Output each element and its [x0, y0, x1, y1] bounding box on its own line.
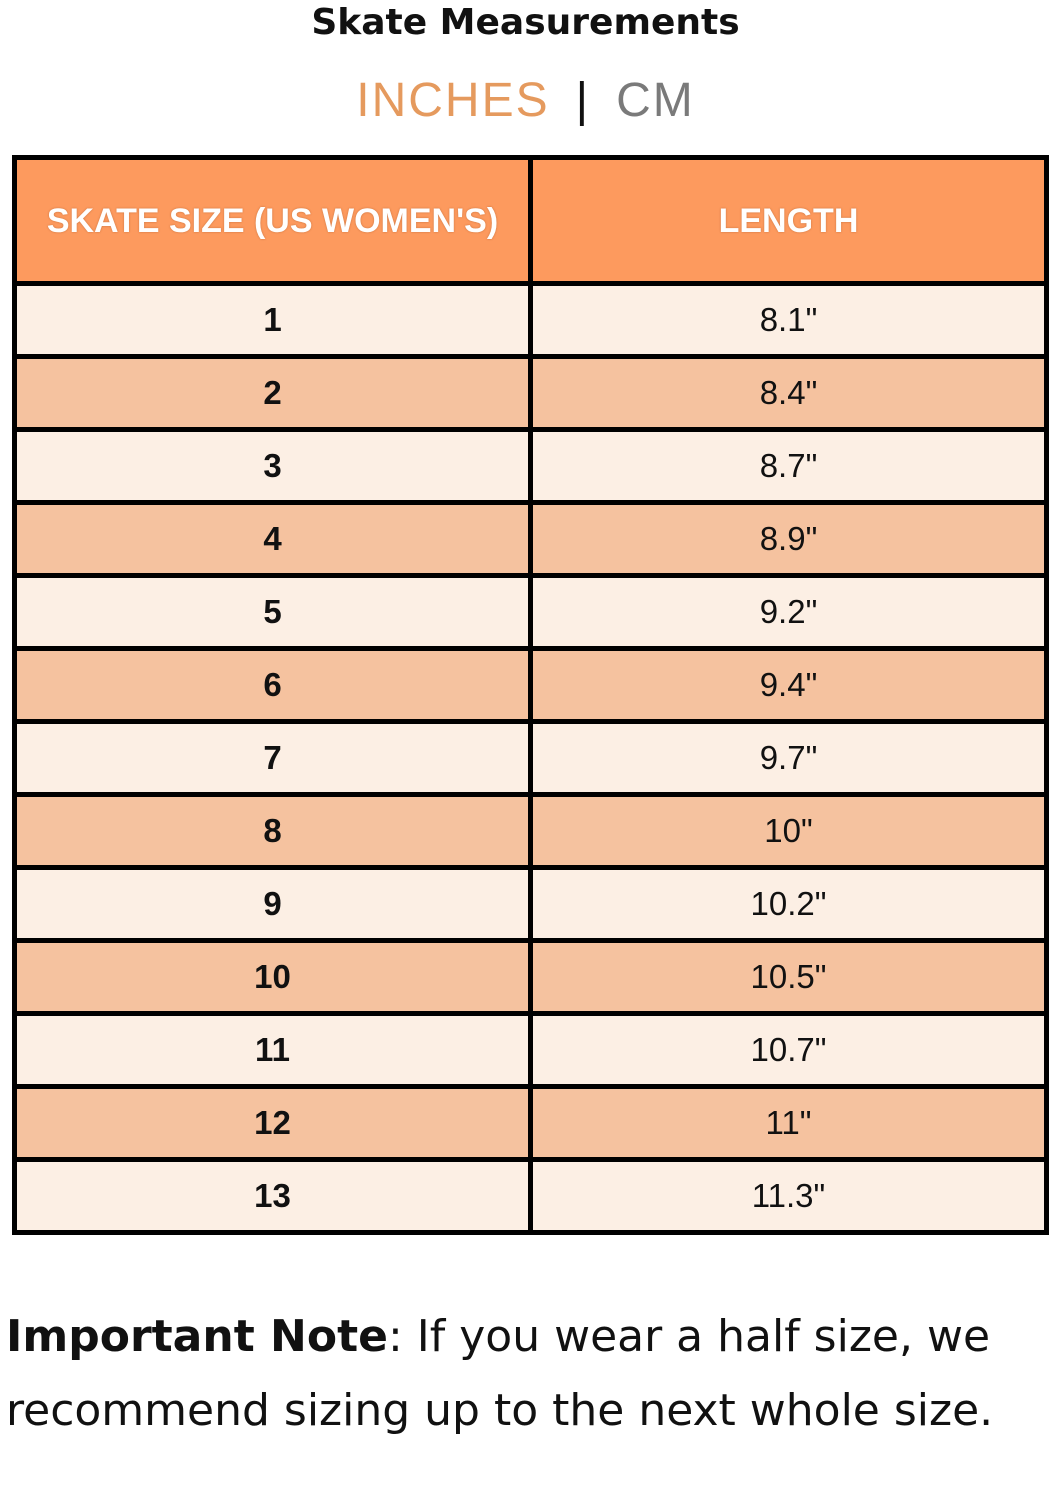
size-cell: 8 [12, 792, 533, 870]
table-row: 11 10.7" [12, 1011, 1049, 1089]
length-cell: 9.2" [528, 573, 1049, 651]
note-text: : If you wear a half size, we recommend … [6, 1311, 994, 1436]
size-cell: 11 [12, 1011, 533, 1089]
note-label: Important Note [6, 1311, 388, 1362]
size-cell: 2 [12, 354, 533, 432]
size-cell: 1 [12, 281, 533, 359]
size-cell: 13 [12, 1157, 533, 1235]
table-row: 10 10.5" [12, 938, 1049, 1016]
size-cell: 9 [12, 865, 533, 943]
length-cell: 10" [528, 792, 1049, 870]
unit-inches[interactable]: INCHES [356, 74, 550, 127]
length-cell: 10.2" [528, 865, 1049, 943]
table-row: 1 8.1" [12, 281, 1049, 359]
size-cell: 12 [12, 1084, 533, 1162]
header-length: LENGTH [528, 155, 1049, 286]
unit-toggle: INCHES | CM [0, 72, 1051, 130]
important-note: Important Note: If you wear a half size,… [6, 1300, 1006, 1448]
size-cell: 7 [12, 719, 533, 797]
table-row: 9 10.2" [12, 865, 1049, 943]
size-table: SKATE SIZE (US WOMEN'S) LENGTH 1 8.1" 2 8.4… [12, 155, 1049, 1235]
length-cell: 8.4" [528, 354, 1049, 432]
table-row: 3 8.7" [12, 427, 1049, 505]
length-cell: 8.9" [528, 500, 1049, 578]
table-row: 12 11" [12, 1084, 1049, 1162]
length-cell: 11" [528, 1084, 1049, 1162]
size-cell: 3 [12, 427, 533, 505]
size-cell: 4 [12, 500, 533, 578]
size-cell: 6 [12, 646, 533, 724]
header-skate-size: SKATE SIZE (US WOMEN'S) [12, 155, 533, 286]
table-row: 2 8.4" [12, 354, 1049, 432]
size-cell: 5 [12, 573, 533, 651]
length-cell: 8.7" [528, 427, 1049, 505]
table-row: 5 9.2" [12, 573, 1049, 651]
header-row: SKATE SIZE (US WOMEN'S) LENGTH [12, 155, 1049, 286]
unit-cm[interactable]: CM [616, 74, 695, 127]
table-row: 7 9.7" [12, 719, 1049, 797]
table-row: 13 11.3" [12, 1157, 1049, 1235]
length-cell: 8.1" [528, 281, 1049, 359]
length-cell: 10.5" [528, 938, 1049, 1016]
table-row: 8 10" [12, 792, 1049, 870]
length-cell: 9.4" [528, 646, 1049, 724]
length-cell: 9.7" [528, 719, 1049, 797]
length-cell: 10.7" [528, 1011, 1049, 1089]
length-cell: 11.3" [528, 1157, 1049, 1235]
table-row: 4 8.9" [12, 500, 1049, 578]
unit-separator: | [575, 74, 591, 127]
table-row: 6 9.4" [12, 646, 1049, 724]
page-title: Skate Measurements [311, 2, 740, 43]
size-cell: 10 [12, 938, 533, 1016]
